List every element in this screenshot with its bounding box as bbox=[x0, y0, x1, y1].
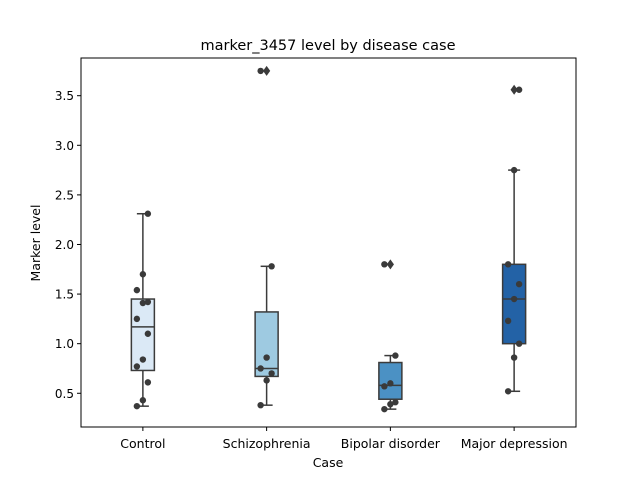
plot-area: 0.5 1.0 1.5 2.0 2.5 3.0 3.5 Control Schizophreni… bbox=[55, 65, 568, 451]
data-point bbox=[504, 261, 512, 268]
data-point bbox=[139, 271, 147, 278]
data-point bbox=[510, 295, 518, 303]
chart-title: marker_3457 level by disease case bbox=[201, 38, 456, 54]
data-point bbox=[268, 370, 275, 377]
data-point bbox=[504, 388, 512, 395]
plot-frame bbox=[80, 57, 577, 428]
y-tick-label: 1.5 bbox=[55, 288, 74, 302]
data-point bbox=[263, 377, 270, 384]
y-tick-label: 3.0 bbox=[55, 139, 74, 153]
data-point bbox=[133, 286, 141, 294]
y-tick-label: 2.0 bbox=[55, 238, 74, 252]
data-point bbox=[144, 379, 152, 386]
data-point bbox=[139, 299, 147, 307]
data-point bbox=[133, 363, 141, 370]
data-point bbox=[257, 401, 264, 409]
data-point bbox=[387, 400, 394, 408]
data-point bbox=[268, 263, 275, 270]
data-point bbox=[144, 210, 152, 217]
x-tick-label: Major depression bbox=[461, 436, 568, 451]
y-tick-label: 1.0 bbox=[55, 337, 74, 351]
x-tick-label: Bipolar disorder bbox=[341, 436, 441, 451]
data-point bbox=[257, 67, 264, 75]
data-point bbox=[510, 166, 518, 174]
data-point bbox=[392, 399, 399, 406]
data-point bbox=[392, 352, 399, 359]
y-tick-label: 0.5 bbox=[55, 387, 74, 401]
outlier-marker bbox=[386, 259, 394, 270]
data-point bbox=[139, 356, 147, 363]
data-point bbox=[504, 317, 512, 325]
x-axis-label: Case bbox=[313, 455, 344, 470]
outlier-marker bbox=[510, 84, 518, 95]
outlier-marker bbox=[263, 65, 271, 76]
y-tick-label: 3.5 bbox=[55, 89, 74, 103]
data-point bbox=[515, 340, 523, 347]
data-point bbox=[381, 383, 388, 390]
data-point bbox=[515, 86, 523, 93]
data-point bbox=[133, 402, 141, 410]
data-point bbox=[263, 354, 270, 361]
data-point bbox=[257, 365, 264, 372]
y-tick-label: 2.5 bbox=[55, 188, 74, 202]
data-point bbox=[381, 405, 388, 413]
data-point bbox=[515, 280, 523, 288]
box-iqr bbox=[501, 263, 527, 345]
data-point bbox=[510, 354, 518, 361]
data-point bbox=[387, 380, 394, 387]
x-tick-label: Control bbox=[120, 436, 165, 451]
box-iqr bbox=[254, 311, 279, 378]
data-point bbox=[139, 397, 147, 404]
data-point bbox=[133, 315, 141, 323]
x-tick-label: Schizophrenia bbox=[223, 436, 311, 451]
data-point bbox=[144, 330, 152, 337]
y-axis-label: Marker level bbox=[28, 205, 43, 282]
data-point bbox=[144, 298, 152, 306]
data-point bbox=[381, 261, 388, 268]
